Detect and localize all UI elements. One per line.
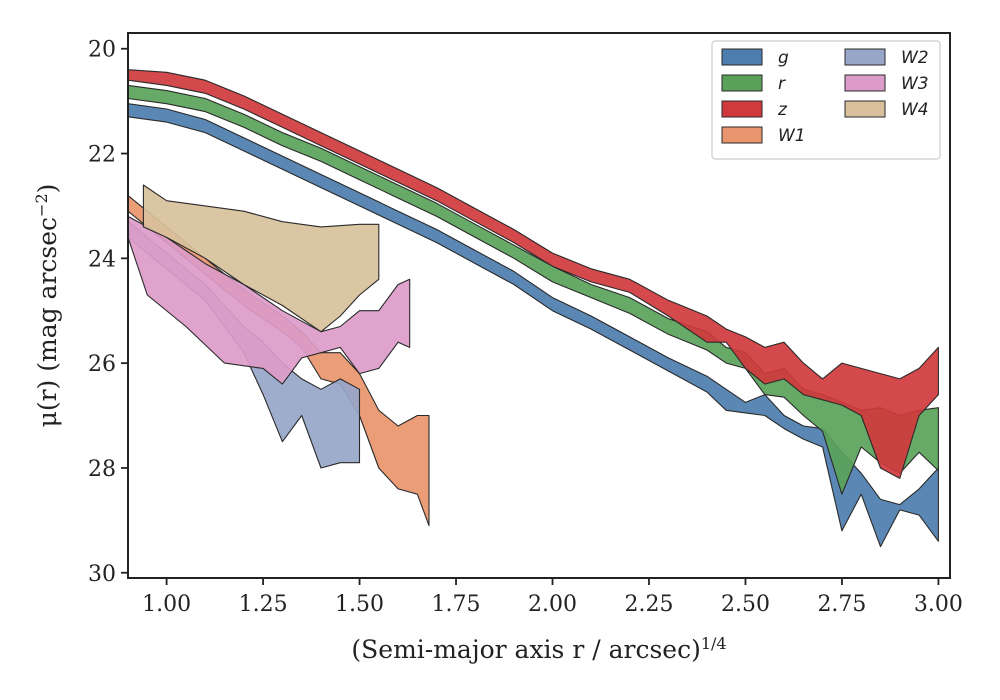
legend-swatch-w4 <box>844 100 886 118</box>
legend-swatch-r <box>721 74 763 92</box>
legend-label-w1: W1 <box>778 126 806 146</box>
y-tick-label: 26 <box>88 352 116 377</box>
y-axis-label: μ(r) (mag arcsec−2) <box>32 184 63 428</box>
legend-swatch-w1 <box>721 126 763 144</box>
x-tick-label: 2.50 <box>721 592 770 617</box>
band-w3 <box>128 215 411 385</box>
y-tick-label: 30 <box>88 562 116 587</box>
legend-label-w2: W2 <box>901 48 929 68</box>
x-tick-label: 2.00 <box>528 592 577 617</box>
legend-swatch-w3 <box>844 74 886 92</box>
x-tick-label: 2.75 <box>817 592 866 617</box>
x-tick-label: 2.25 <box>624 592 673 617</box>
y-tick-label: 28 <box>88 457 116 482</box>
x-tick-label: 1.75 <box>432 592 481 617</box>
y-tick-label: 22 <box>88 143 116 168</box>
band-z <box>128 69 939 479</box>
y-tick-label: 20 <box>88 38 116 63</box>
legend: grz W1 W2 W3 W4 <box>711 40 941 160</box>
legend-label-r: r <box>778 74 786 94</box>
legend-swatch-w2 <box>844 48 886 66</box>
y-axis-label-exponent: −2 <box>32 193 51 217</box>
band-g <box>128 103 939 548</box>
x-axis-label: (Semi-major axis r / arcsec)1/4 <box>351 634 726 665</box>
legend-label-z: z <box>777 100 788 120</box>
band-r <box>128 84 939 495</box>
x-tick-label: 1.00 <box>142 592 191 617</box>
plot-frame <box>127 32 951 579</box>
x-axis-ticks: 1.00 1.25 1.50 1.75 2.00 2.25 2.50 2.75 3.00 <box>142 578 963 617</box>
legend-label-g: g <box>778 48 789 68</box>
legend-swatch-z <box>721 100 763 118</box>
y-tick-label: 24 <box>88 247 116 272</box>
x-tick-label: 1.25 <box>239 592 288 617</box>
x-tick-label: 3.00 <box>914 592 963 617</box>
legend-swatch-g <box>721 48 763 66</box>
x-axis-label-exponent: 1/4 <box>701 634 727 653</box>
legend-label-w4: W4 <box>901 100 929 120</box>
legend-box <box>711 40 941 160</box>
y-axis-label-tail: ) <box>33 184 62 194</box>
legend-label-w3: W3 <box>901 74 929 94</box>
profile-bands <box>128 69 939 548</box>
y-axis-ticks: 20 22 24 26 28 30 <box>88 38 128 587</box>
x-tick-label: 1.50 <box>335 592 384 617</box>
band-w4 <box>142 184 380 333</box>
